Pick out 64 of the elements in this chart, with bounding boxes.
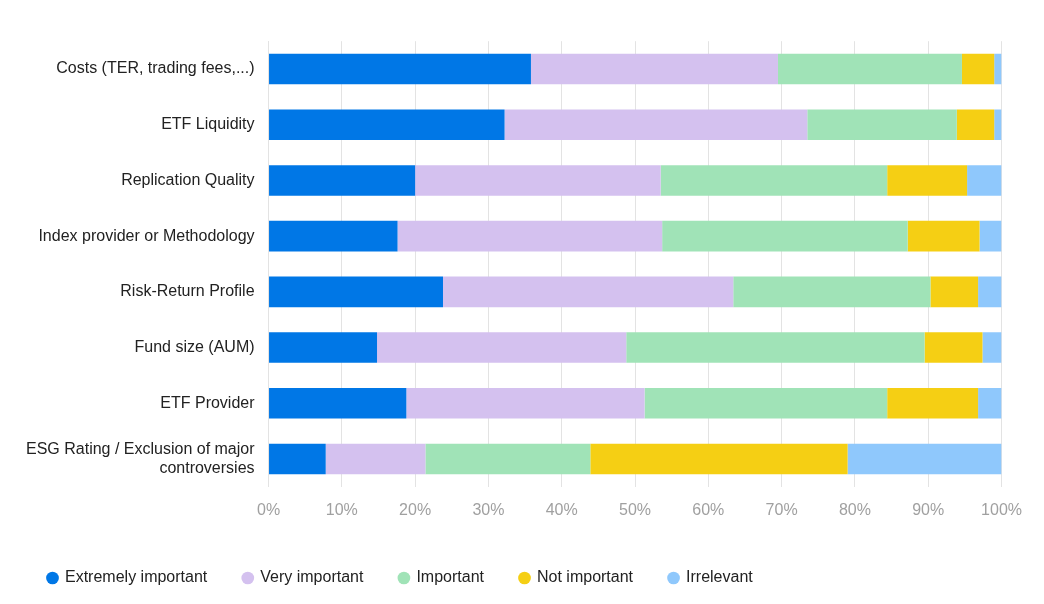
bar (269, 443, 326, 475)
bar (978, 276, 1002, 308)
x-tick-label: 10% (325, 500, 358, 518)
bar (982, 332, 1002, 363)
bar (325, 443, 426, 475)
y-tick-label: Risk-Return Profile (120, 282, 255, 300)
x-tick-label: 20% (399, 500, 432, 518)
x-tick-label: 60% (692, 500, 725, 518)
bar (956, 109, 995, 141)
bar (662, 220, 908, 252)
bar (626, 332, 925, 363)
bar (887, 387, 979, 419)
bar (269, 276, 443, 308)
bar (807, 109, 957, 141)
legend-label: Extremely important (65, 568, 208, 586)
bar (590, 443, 848, 475)
bar (967, 165, 1002, 196)
bar (847, 443, 1002, 475)
legend-label: Important (416, 568, 485, 586)
bar (924, 332, 983, 363)
x-tick-label: 40% (545, 500, 578, 518)
bar (733, 276, 931, 308)
y-tick-label: ETF Provider (160, 393, 256, 411)
bar (269, 165, 416, 196)
bar (425, 443, 591, 475)
x-tick-label: 30% (472, 500, 505, 518)
bar (530, 53, 778, 85)
y-tick-label: Costs (TER, trading fees,...) (56, 59, 255, 77)
bar (442, 276, 734, 308)
bar (994, 109, 1002, 141)
bar (887, 165, 968, 196)
bar (406, 387, 645, 419)
bar (660, 165, 888, 196)
bar (930, 276, 979, 308)
x-tick-label: 70% (765, 500, 798, 518)
bar (269, 220, 398, 252)
x-tick-label: 50% (619, 500, 652, 518)
bar (397, 220, 663, 252)
y-tick-label: Index provider or Methodology (38, 226, 255, 244)
y-tick-label: Replication Quality (121, 170, 255, 188)
bar (961, 53, 995, 85)
y-tick-label: ETF Liquidity (161, 115, 255, 133)
legend-label: Very important (260, 568, 364, 586)
bar (269, 109, 505, 141)
x-tick-label: 100% (981, 500, 1022, 518)
bar (269, 387, 407, 419)
legend-label: Irrelevant (686, 568, 754, 586)
bar (777, 53, 962, 85)
bar (269, 332, 378, 363)
x-tick-label: 90% (912, 500, 945, 518)
bar (504, 109, 808, 141)
x-tick-label: 0% (256, 500, 281, 518)
bar (907, 220, 980, 252)
legend-label: Not important (537, 568, 634, 586)
bar (377, 332, 627, 363)
bar (644, 387, 888, 419)
y-tick-label: Fund size (AUM) (134, 337, 255, 355)
bar (979, 220, 1002, 252)
bar (415, 165, 661, 196)
bar (269, 53, 531, 85)
bar (978, 387, 1002, 419)
bar (994, 53, 1002, 85)
y-tick-label: ESG Rating / Exclusion of major controversies (25, 439, 256, 476)
x-tick-label: 80% (838, 500, 871, 518)
